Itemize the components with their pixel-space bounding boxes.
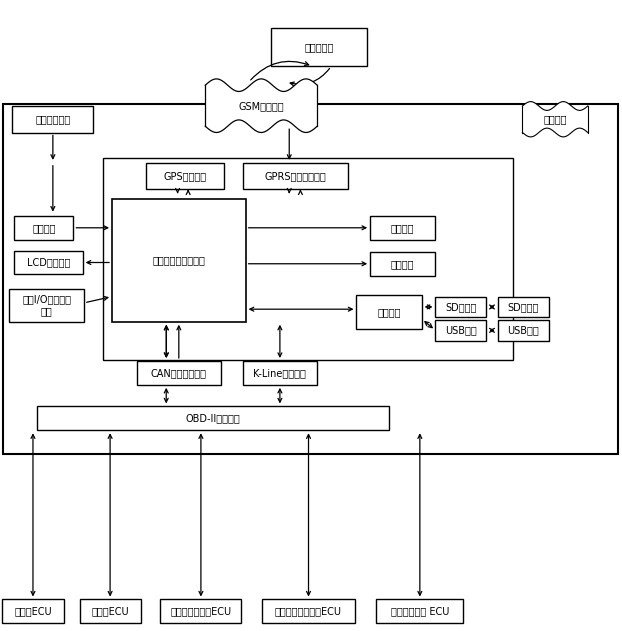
Text: 远端服务器: 远端服务器	[304, 42, 333, 52]
Text: 存储单元: 存储单元	[378, 307, 401, 317]
Polygon shape	[205, 79, 317, 133]
Bar	[498, 297, 549, 317]
Bar	[3, 104, 618, 454]
Bar	[12, 106, 93, 133]
Bar	[2, 599, 64, 623]
Bar	[9, 289, 84, 322]
Text: GPS定位单元: GPS定位单元	[164, 171, 207, 181]
Bar	[370, 252, 435, 276]
Text: 电子助力转向系统ECU: 电子助力转向系统ECU	[275, 606, 342, 616]
Bar	[262, 599, 355, 623]
Text: GPRS无线通信单元: GPRS无线通信单元	[264, 171, 327, 181]
Text: 单片机核心控制单元: 单片机核心控制单元	[152, 256, 205, 265]
Text: 变速箱ECU: 变速箱ECU	[91, 606, 129, 616]
Bar	[112, 199, 246, 322]
Bar	[243, 361, 317, 385]
Text: OBD-II接口单元: OBD-II接口单元	[185, 413, 241, 423]
Bar	[14, 251, 83, 274]
Text: 语音单元: 语音单元	[391, 259, 414, 269]
Text: 预留I/O采集接口
单元: 预留I/O采集接口 单元	[22, 295, 71, 316]
Bar	[356, 295, 422, 329]
Text: CAN总线接口单元: CAN总线接口单元	[151, 368, 207, 378]
Text: SD卡单元: SD卡单元	[445, 302, 476, 312]
Bar	[435, 297, 486, 317]
Bar	[160, 599, 241, 623]
Text: 时钟单元: 时钟单元	[391, 223, 414, 233]
Bar	[522, 106, 588, 133]
Bar	[376, 599, 463, 623]
Text: 按键单元: 按键单元	[32, 223, 55, 233]
Bar	[137, 361, 221, 385]
Bar	[498, 320, 549, 341]
Bar	[370, 216, 435, 240]
Text: LCD显示单元: LCD显示单元	[27, 257, 70, 268]
Text: SD卡接口: SD卡接口	[508, 302, 539, 312]
Text: 电源管理单元: 电源管理单元	[35, 114, 70, 124]
Text: 防锁死刹车系统ECU: 防锁死刹车系统ECU	[170, 606, 231, 616]
Text: K-Line接口单元: K-Line接口单元	[253, 368, 307, 378]
Bar	[14, 216, 73, 240]
Text: 车载单元: 车载单元	[544, 114, 567, 124]
Bar	[37, 406, 389, 430]
Text: USB单元: USB单元	[445, 326, 477, 335]
Text: GSM无线网络: GSM无线网络	[238, 101, 284, 110]
Bar	[103, 158, 513, 360]
Polygon shape	[522, 102, 588, 137]
Text: 发动机ECU: 发动机ECU	[14, 606, 52, 616]
Bar	[271, 28, 367, 66]
Bar	[80, 599, 141, 623]
Bar	[435, 320, 486, 341]
Bar	[243, 163, 348, 189]
Bar	[146, 163, 224, 189]
Text: 电子稳定程序 ECU: 电子稳定程序 ECU	[391, 606, 449, 616]
Text: USB接口: USB接口	[507, 326, 539, 335]
